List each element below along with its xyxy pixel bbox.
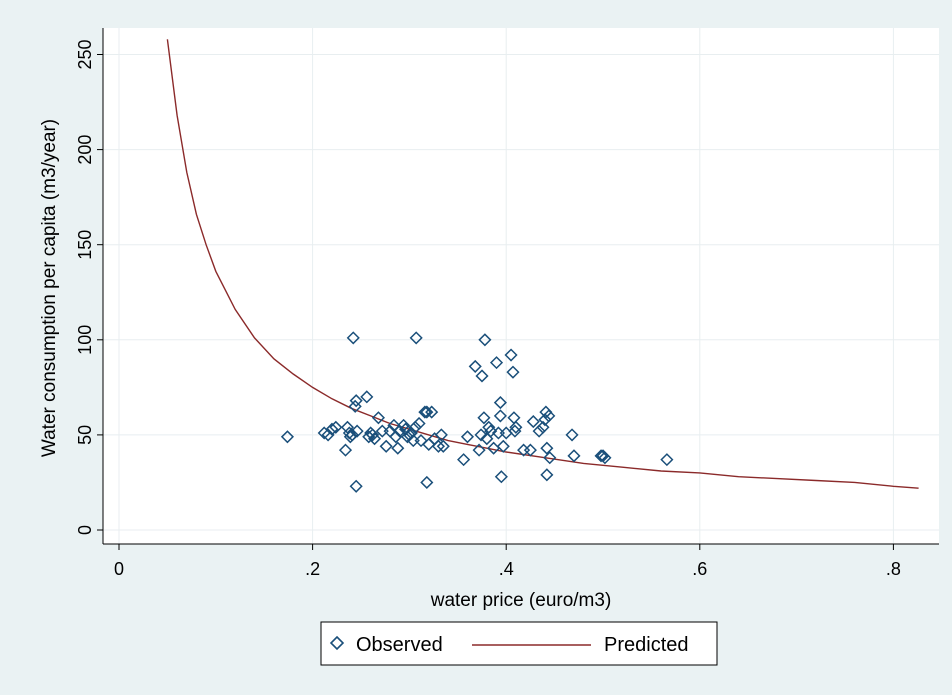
legend-observed-marker — [329, 635, 345, 651]
observed-point — [350, 424, 364, 438]
observed-point — [536, 420, 550, 434]
observed-point — [494, 470, 508, 484]
observed-point — [460, 430, 475, 444]
x-tick-label: .4 — [499, 559, 514, 579]
observed-point — [493, 396, 507, 410]
y-tick-label: 150 — [75, 230, 95, 260]
observed-point — [345, 428, 359, 442]
observed-point — [379, 439, 393, 453]
observed-point — [543, 451, 557, 465]
observed-point — [366, 428, 380, 442]
observed-point — [420, 405, 434, 419]
gridlines — [103, 28, 939, 544]
y-tick-label: 100 — [75, 325, 95, 355]
observed-point — [540, 441, 554, 455]
observed-point — [484, 424, 498, 438]
observed-point — [349, 394, 363, 408]
observed-point — [509, 420, 523, 434]
y-tick-label: 250 — [75, 39, 95, 69]
axes — [102, 28, 939, 545]
x-tick-label: 0 — [114, 559, 124, 579]
x-tick-label: .6 — [692, 559, 707, 579]
observed-point — [431, 439, 446, 453]
observed-point — [532, 424, 546, 438]
observed-point — [414, 434, 428, 448]
observed-point — [504, 348, 518, 362]
plot-area — [103, 28, 939, 544]
observed-point — [475, 369, 489, 383]
observed-point — [412, 416, 426, 431]
observed-point — [420, 475, 434, 490]
observed-point — [474, 428, 488, 442]
observed-point — [409, 331, 423, 345]
y-tick-label: 200 — [75, 135, 95, 165]
x-axis-title: water price (euro/m3) — [430, 590, 612, 611]
observed-series — [280, 331, 674, 493]
observed-point — [478, 333, 492, 347]
observed-point — [477, 411, 491, 425]
observed-point — [360, 390, 374, 404]
observed-point — [472, 443, 486, 457]
y-axis-title: Water consumption per capita (m3/year) — [39, 119, 60, 457]
observed-point — [325, 422, 339, 436]
observed-point — [349, 479, 363, 493]
y-tick-label: 50 — [75, 425, 95, 445]
observed-point — [468, 359, 482, 373]
observed-point — [526, 415, 540, 429]
observed-point — [329, 420, 343, 434]
predicted-line — [166, 39, 919, 489]
observed-point — [598, 451, 612, 465]
observed-point — [482, 420, 496, 434]
observed-point — [425, 405, 439, 419]
observed-point — [567, 449, 581, 463]
x-tick-label: .2 — [305, 559, 320, 579]
observed-point — [391, 441, 405, 455]
observed-point — [340, 420, 355, 434]
legend: Observed Predicted — [320, 621, 718, 666]
legend-predicted-label: Predicted — [604, 634, 689, 656]
x-axis-ticks: 0 .2 .4 .6 .8 — [114, 544, 901, 579]
observed-point — [348, 399, 362, 413]
observed-point — [523, 443, 537, 457]
y-tick-label: 0 — [75, 525, 95, 535]
observed-point — [389, 430, 403, 444]
observed-point — [321, 428, 335, 442]
observed-point — [367, 432, 382, 446]
observed-point — [489, 356, 504, 370]
observed-point — [540, 468, 554, 482]
observed-point — [457, 453, 471, 467]
observed-point — [538, 413, 552, 427]
observed-point — [338, 443, 353, 457]
observed-point — [397, 418, 411, 432]
observed-point — [404, 426, 418, 440]
observed-point — [594, 449, 608, 463]
observed-point — [496, 439, 510, 453]
observed-point — [434, 428, 448, 442]
observed-point — [565, 428, 579, 442]
legend-observed-label: Observed — [356, 634, 443, 656]
observed-point — [660, 453, 674, 467]
observed-point — [393, 424, 407, 438]
legend-box — [320, 621, 718, 666]
observed-point — [280, 430, 294, 444]
y-axis-ticks: 0 50 100 150 200 250 — [75, 39, 103, 535]
observed-point — [506, 365, 520, 379]
observed-point — [493, 409, 507, 423]
observed-point — [408, 420, 422, 434]
observed-point — [371, 411, 385, 425]
observed-point — [436, 439, 450, 453]
observed-point — [542, 409, 556, 423]
predicted-series — [166, 39, 919, 489]
x-tick-label: .8 — [886, 559, 901, 579]
observed-point — [346, 331, 360, 345]
